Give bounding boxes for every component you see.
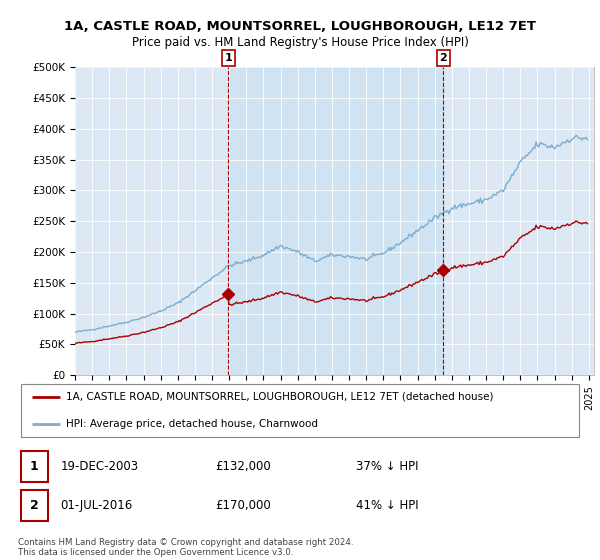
FancyBboxPatch shape <box>21 384 579 437</box>
Text: 1A, CASTLE ROAD, MOUNTSORREL, LOUGHBOROUGH, LE12 7ET (detached house): 1A, CASTLE ROAD, MOUNTSORREL, LOUGHBOROU… <box>66 391 493 402</box>
Text: HPI: Average price, detached house, Charnwood: HPI: Average price, detached house, Char… <box>66 419 318 429</box>
Text: 1: 1 <box>30 460 39 473</box>
Text: 01-JUL-2016: 01-JUL-2016 <box>60 499 133 512</box>
Text: 37% ↓ HPI: 37% ↓ HPI <box>356 460 419 473</box>
Text: £170,000: £170,000 <box>215 499 271 512</box>
Text: Price paid vs. HM Land Registry's House Price Index (HPI): Price paid vs. HM Land Registry's House … <box>131 36 469 49</box>
Text: 19-DEC-2003: 19-DEC-2003 <box>60 460 139 473</box>
Text: 2: 2 <box>30 499 39 512</box>
Text: £132,000: £132,000 <box>215 460 271 473</box>
Text: 41% ↓ HPI: 41% ↓ HPI <box>356 499 419 512</box>
Text: 1A, CASTLE ROAD, MOUNTSORREL, LOUGHBOROUGH, LE12 7ET: 1A, CASTLE ROAD, MOUNTSORREL, LOUGHBOROU… <box>64 20 536 32</box>
Bar <box>229 67 443 375</box>
Text: 2: 2 <box>439 53 447 63</box>
Text: 1: 1 <box>224 53 232 63</box>
Text: Contains HM Land Registry data © Crown copyright and database right 2024.
This d: Contains HM Land Registry data © Crown c… <box>18 538 353 557</box>
FancyBboxPatch shape <box>21 451 48 482</box>
FancyBboxPatch shape <box>21 490 48 521</box>
